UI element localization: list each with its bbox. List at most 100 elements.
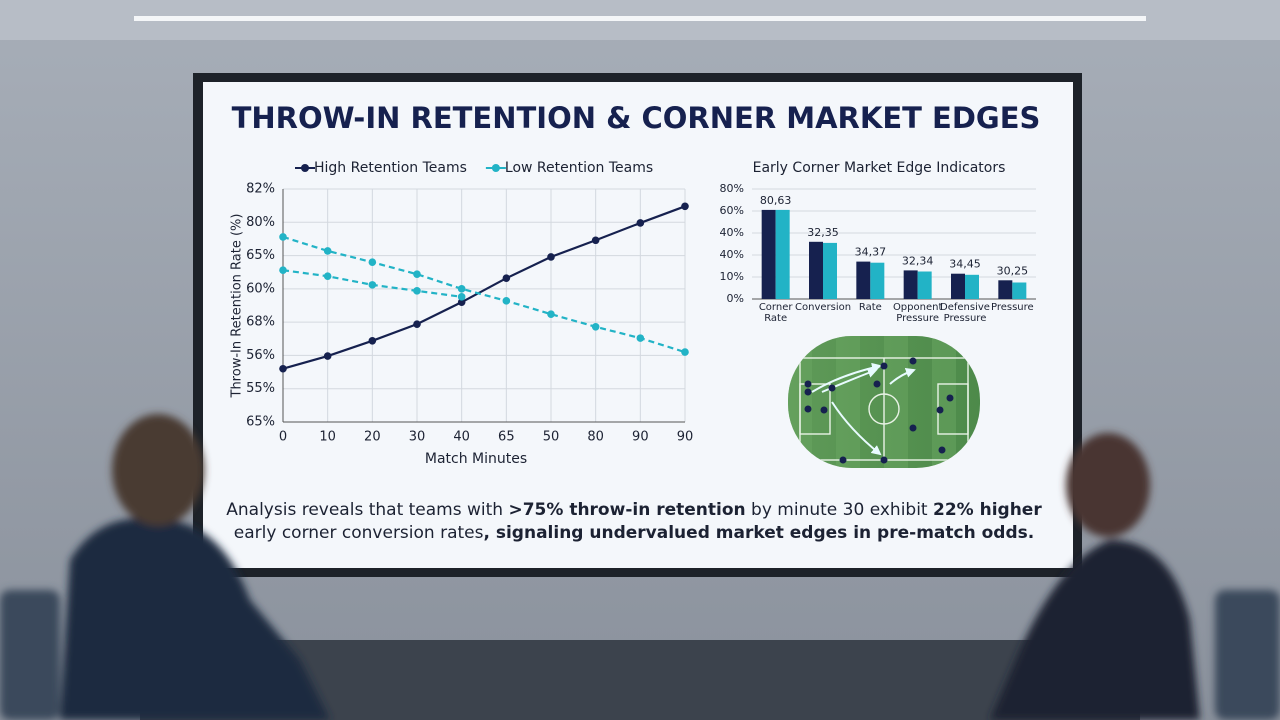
ceiling-light	[134, 16, 1146, 21]
caption: early corner conversion rates, signaling…	[234, 523, 1034, 543]
legend-label: High Retention Teams	[314, 160, 467, 176]
x-tick-label: 40	[453, 430, 470, 445]
y-tick-label: 10%	[720, 270, 744, 283]
point	[547, 310, 555, 318]
point	[279, 364, 287, 373]
point	[681, 348, 689, 356]
bar	[998, 280, 1013, 299]
y-tick-label: 60%	[720, 204, 744, 217]
caption-text: by minute 30 exhibit	[746, 500, 933, 520]
point	[368, 281, 377, 289]
x-tick-label: 80	[587, 430, 604, 445]
point	[636, 334, 645, 342]
x-tick-label-box: Conversion	[795, 302, 851, 313]
pitch	[788, 336, 980, 468]
x-tick-label: 90	[632, 430, 649, 445]
caption-text: , signaling undervalued market edges in …	[483, 523, 1034, 543]
bar-label: 30,25	[997, 264, 1029, 277]
y-tick-label: 55%	[246, 381, 275, 396]
bar	[965, 274, 979, 299]
point	[279, 233, 287, 241]
point	[413, 287, 421, 295]
caption-text: Analysis reveals that teams with	[226, 500, 508, 520]
y-tick-label: 80%	[246, 215, 275, 230]
point	[323, 352, 332, 360]
caption-text: >75% throw-in retention	[508, 500, 745, 520]
legend-marker	[301, 164, 309, 172]
point	[591, 236, 600, 245]
x-tick-label: Pressure	[990, 302, 1034, 313]
y-tick-label: 0%	[727, 292, 744, 305]
bar	[870, 262, 885, 299]
point	[368, 336, 377, 345]
point	[502, 297, 511, 305]
bar	[856, 261, 871, 299]
chart-title: Early Corner Market Edge Indicators	[753, 160, 1006, 176]
bar	[809, 241, 823, 299]
point	[413, 320, 421, 328]
point	[502, 274, 511, 283]
point	[636, 219, 645, 227]
point	[413, 270, 421, 279]
x-tick-label: Conversion	[795, 302, 851, 313]
x-tick-label: Rate	[858, 302, 882, 313]
caption: Analysis reveals that teams with >75% th…	[226, 500, 1042, 520]
bar	[775, 209, 790, 299]
y-tick-label: 60%	[246, 281, 275, 296]
bar-label: 34,37	[855, 246, 887, 259]
bar-label: 32,35	[807, 226, 839, 239]
x-tick-label: Opponent Pressure	[892, 302, 943, 324]
bar	[761, 209, 776, 299]
y-axis-label: Throw-In Retention Rate (%)	[230, 214, 245, 399]
x-tick-label: 50	[543, 430, 560, 445]
y-tick-label: 68%	[246, 315, 275, 330]
bar	[823, 242, 837, 299]
line	[282, 205, 686, 370]
y-tick-label: 65%	[246, 248, 275, 263]
y-tick-label: 65%	[246, 415, 275, 430]
x-tick-label-box: Rate	[858, 302, 882, 313]
legend-marker	[491, 164, 500, 172]
x-tick-label: 90	[677, 430, 694, 445]
caption-text: 22% higher	[933, 500, 1042, 520]
title: THROW-IN RETENTION & CORNER MARKET EDGES	[232, 101, 1041, 135]
x-tick-label: Defensive Pressure	[940, 302, 990, 324]
y-tick-label: 80%	[720, 182, 744, 195]
x-tick-label: 65	[498, 430, 515, 445]
x-tick-label-box: Defensive Pressure	[940, 302, 990, 324]
x-tick-label: 0	[279, 430, 287, 445]
point	[279, 266, 287, 275]
screen	[203, 82, 1073, 568]
x-tick-label-box: Corner Rate	[758, 302, 793, 324]
y-tick-label: 56%	[246, 348, 275, 363]
bar	[951, 273, 965, 299]
point	[323, 272, 332, 281]
x-tick-label: 30	[409, 430, 426, 445]
people	[0, 414, 1280, 720]
point	[368, 258, 377, 267]
y-tick-label: 40%	[720, 226, 744, 239]
x-tick-label-box: Opponent Pressure	[892, 302, 943, 324]
x-tick-label: 20	[364, 430, 381, 445]
bar	[903, 270, 918, 299]
caption-text: early corner conversion rates	[234, 523, 484, 543]
x-axis-label: Match Minutes	[425, 451, 527, 467]
bar-label: 80,63	[760, 194, 792, 207]
bar	[917, 271, 932, 299]
x-tick-label: Corner Rate	[758, 302, 793, 324]
point	[591, 323, 600, 331]
point	[457, 298, 466, 306]
legend-label: Low Retention Teams	[505, 160, 653, 176]
point	[457, 293, 466, 301]
point	[547, 253, 555, 261]
bar-label: 32,34	[902, 254, 934, 267]
y-tick-label: 82%	[246, 182, 275, 197]
bar-label: 34,45	[949, 258, 981, 271]
x-tick-label-box: Pressure	[990, 302, 1034, 313]
y-tick-label: 40%	[720, 248, 744, 261]
point	[323, 247, 332, 255]
point	[681, 202, 689, 211]
bar	[1012, 282, 1027, 299]
x-tick-label: 10	[319, 430, 336, 445]
